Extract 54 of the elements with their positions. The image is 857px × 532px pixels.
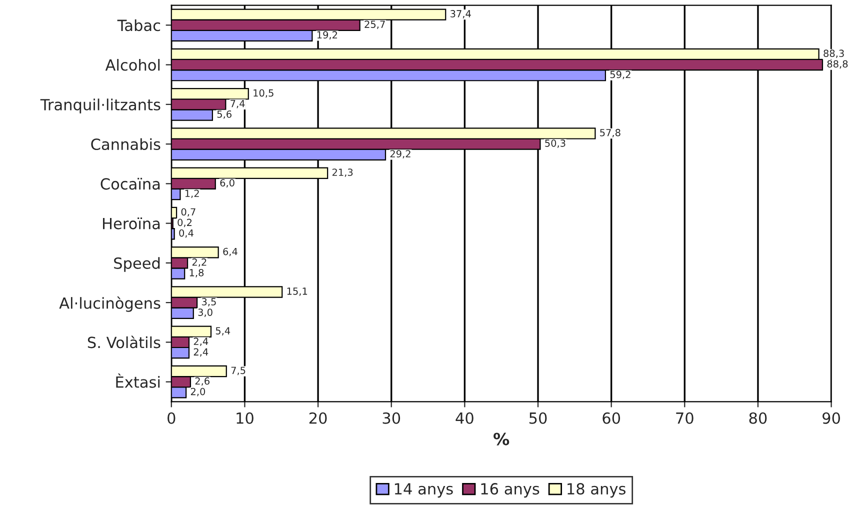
y-tick-label: Heroïna [103, 218, 160, 230]
legend-label: 18 anys [568, 483, 626, 498]
x-tick-label: 50 [529, 412, 547, 424]
x-tick-label: 0 [168, 412, 176, 424]
data-label: 10,5 [254, 89, 274, 98]
data-label: 6,0 [220, 179, 234, 188]
y-tick-label: Tranquil·litzants [40, 98, 160, 114]
data-label: 1,8 [190, 268, 204, 278]
data-label: 0,7 [181, 208, 196, 217]
y-tick-label: Cocaïna [100, 178, 160, 190]
x-axis-title: % [494, 432, 510, 446]
data-label: 2,6 [195, 377, 210, 386]
data-label: 50,3 [545, 140, 566, 148]
data-label: 6,4 [223, 248, 238, 256]
x-tick-label: 60 [602, 412, 620, 424]
legend-label: 14 anys [394, 483, 453, 498]
data-label: 25,7 [364, 20, 385, 29]
data-label: 0,2 [178, 218, 192, 228]
data-label: 88,8 [827, 60, 848, 69]
data-label: 7,4 [230, 100, 245, 108]
data-label: 2,4 [194, 348, 208, 357]
x-tick-label: 90 [822, 412, 840, 424]
data-label: 88,3 [824, 50, 844, 58]
data-label: 0,4 [179, 229, 194, 238]
data-label: 2,0 [190, 388, 206, 396]
y-tick-label: Al·lucinògens [59, 296, 160, 312]
data-label: 3,0 [198, 308, 212, 317]
data-label: 2,4 [194, 338, 208, 346]
data-label: 57,8 [600, 128, 620, 138]
y-tick-label: Speed [114, 257, 160, 272]
x-tick-label: 80 [749, 412, 767, 424]
data-label: 19,2 [317, 31, 338, 40]
y-tick-label: Alcohol [105, 58, 160, 71]
data-label: 15,1 [287, 288, 308, 296]
y-tick-label: Tabac [117, 19, 160, 32]
x-tick-label: 70 [676, 412, 694, 424]
y-tick-label: S. Volàtils [88, 336, 160, 348]
x-tick-label: 40 [456, 412, 474, 424]
y-tick-label: Cannabis [91, 138, 160, 150]
data-label: 3,5 [202, 298, 216, 306]
data-label: 21,3 [332, 168, 353, 177]
data-label: 5,4 [216, 327, 230, 336]
data-label: 37,4 [450, 10, 471, 18]
data-label: 59,2 [610, 70, 630, 80]
data-label: 29,2 [390, 150, 410, 158]
x-tick-label: 30 [382, 412, 400, 424]
y-tick-label: Èxtasi [116, 374, 160, 388]
data-label: 1,2 [185, 190, 199, 198]
data-label: 2,2 [192, 258, 206, 267]
data-label: 5,6 [217, 110, 232, 119]
x-tick-label: 20 [309, 412, 327, 424]
data-label: 7,5 [231, 366, 246, 376]
legend-label: 16 anys [481, 483, 540, 498]
x-tick-label: 10 [236, 412, 254, 424]
